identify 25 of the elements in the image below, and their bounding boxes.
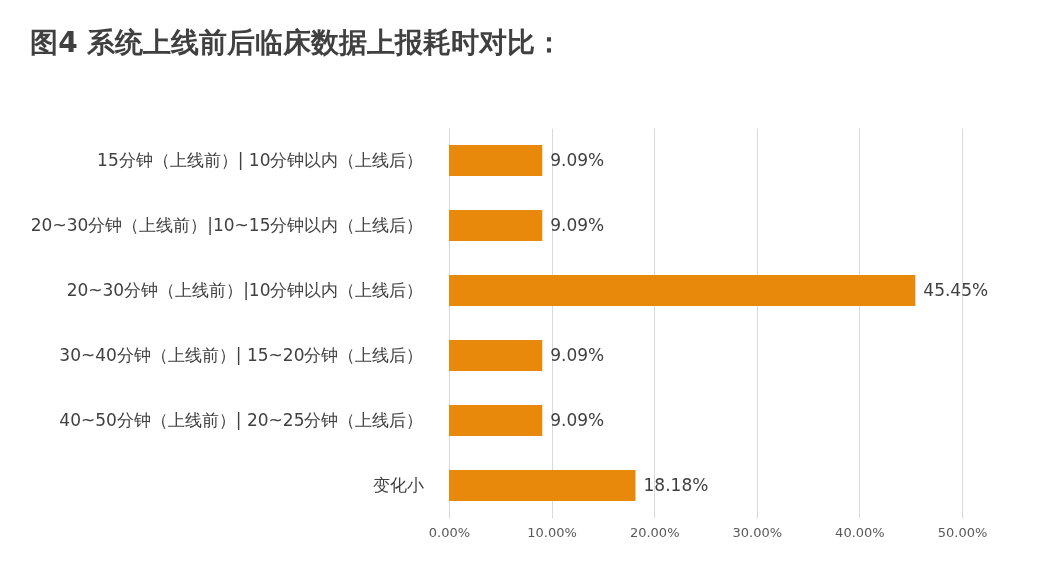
y-tick-label: 30~40分钟（上线前）| 15~20分钟（上线后） bbox=[59, 344, 424, 365]
x-tick-label: 10.00% bbox=[527, 524, 577, 540]
data-label: 9.09% bbox=[550, 149, 605, 170]
bar bbox=[449, 469, 636, 502]
bar bbox=[449, 274, 916, 307]
y-tick-label: 变化小 bbox=[372, 474, 424, 495]
chart-title: 图4 系统上线前后临床数据上报耗时对比： bbox=[30, 26, 564, 59]
data-label: 45.45% bbox=[923, 279, 989, 300]
y-tick-label: 20~30分钟（上线前）|10~15分钟以内（上线后） bbox=[30, 214, 424, 235]
data-label: 18.18% bbox=[643, 474, 709, 495]
bar bbox=[449, 339, 543, 372]
data-label: 9.09% bbox=[550, 409, 605, 430]
bar bbox=[449, 144, 543, 177]
bar bbox=[449, 404, 543, 437]
x-tick-label: 50.00% bbox=[937, 524, 988, 540]
x-tick-label: 30.00% bbox=[732, 524, 783, 540]
y-tick-label: 15分钟（上线前）| 10分钟以内（上线后） bbox=[97, 149, 424, 170]
bar bbox=[449, 209, 543, 242]
data-label: 9.09% bbox=[550, 344, 605, 365]
data-label: 9.09% bbox=[550, 214, 605, 235]
y-tick-label: 20~30分钟（上线前）|10分钟以内（上线后） bbox=[66, 279, 424, 300]
y-tick-label: 40~50分钟（上线前）| 20~25分钟（上线后） bbox=[59, 409, 424, 430]
x-tick-label: 40.00% bbox=[835, 524, 885, 540]
x-tick-label: 20.00% bbox=[629, 524, 680, 540]
x-tick-label: 0.00% bbox=[428, 524, 471, 540]
